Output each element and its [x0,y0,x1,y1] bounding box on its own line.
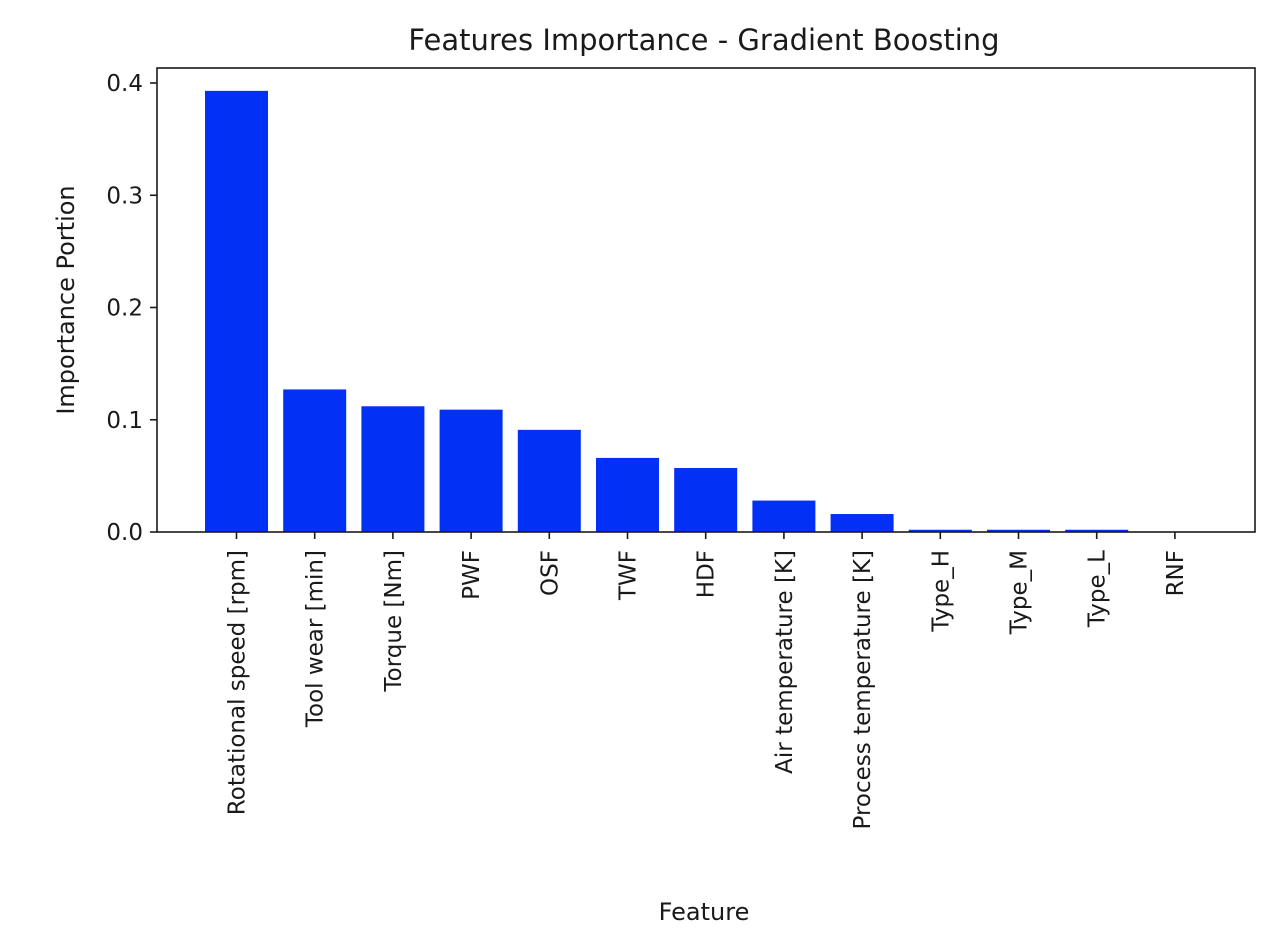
bar [1065,529,1129,532]
bar [908,529,972,532]
chart-title: Features Importance - Gradient Boosting [408,23,999,57]
y-tick-label: 0.0 [106,520,143,546]
bar [205,90,268,533]
bar [596,457,659,532]
y-tick-label: 0.1 [106,408,143,434]
x-tick-label: Tool wear [min] [303,550,329,728]
bars-layer [205,90,1129,533]
bar [674,468,738,532]
x-tick-label: OSF [537,550,563,596]
x-tick-label: HDF [694,550,720,598]
x-tick-label: Type_H [928,550,954,633]
x-tick-label: Process temperature [K] [850,550,876,829]
y-axis-label: Importance Portion [52,185,80,414]
bar [830,514,894,532]
x-tick-label: TWF [616,550,642,601]
x-axis-label: Feature [659,898,750,926]
bar [987,529,1050,532]
x-axis: Rotational speed [rpm] Tool wear [min] Tor… [225,532,1189,829]
x-tick-label: Type_M [1007,550,1033,635]
y-tick-label: 0.3 [106,183,143,209]
x-tick-label: Type_L [1085,550,1111,628]
bar [439,409,503,532]
y-axis: 0.0 0.1 0.2 0.3 0.4 [106,71,157,546]
bar [752,500,816,532]
x-tick-label: RNF [1163,550,1189,596]
bar [517,429,581,532]
x-tick-label: Rotational speed [rpm] [225,550,251,815]
x-tick-label: PWF [459,550,485,600]
x-tick-label: Torque [Nm] [381,550,407,692]
bar [361,406,425,532]
x-tick-label: Air temperature [K] [772,550,798,774]
bar [283,389,347,532]
y-tick-label: 0.4 [106,71,143,97]
y-tick-label: 0.2 [106,296,143,322]
